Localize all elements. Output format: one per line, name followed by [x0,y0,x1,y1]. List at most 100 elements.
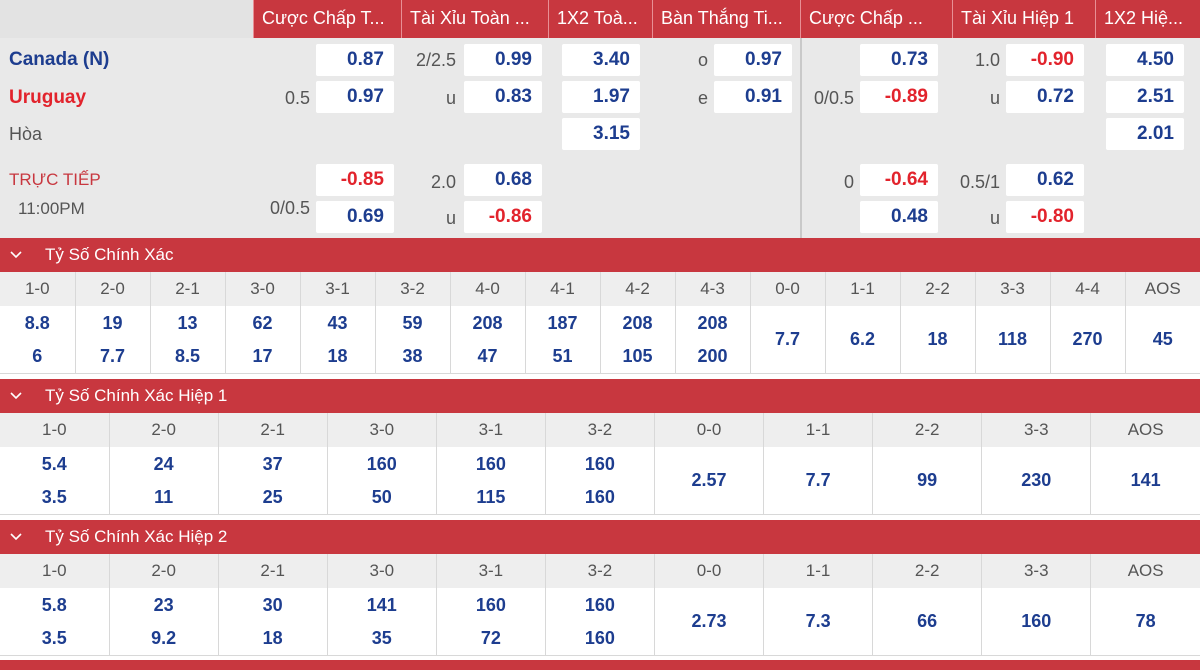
home-score-odd[interactable]: 160 [475,453,506,474]
home-score-odd[interactable]: 187 [547,312,578,333]
ou-over-odd[interactable]: 0.99 [464,44,542,76]
away-team[interactable]: Uruguay [9,87,87,108]
score-odds-cell[interactable]: 5.4 3.5 [0,447,110,515]
away-score-odd[interactable]: 3.5 [41,627,67,648]
home-score-odd[interactable]: 19 [102,312,123,333]
h1-ou-under-odd[interactable]: 0.72 [1006,81,1084,113]
col-hdp-full[interactable]: Cược Chấp T... [253,0,401,38]
away-score-odd[interactable]: 18 [327,345,348,366]
score-odds-cell[interactable]: 13 8.5 [150,306,226,374]
score-odds-cell[interactable]: 8.8 6 [0,306,76,374]
chevron-down-icon[interactable] [10,520,24,554]
col-1x2-full[interactable]: 1X2 Toà... [548,0,652,38]
home-score-odd[interactable]: 141 [366,594,397,615]
score-odds-cell[interactable]: 37 25 [218,447,328,515]
home-score-odd[interactable]: 30 [262,594,283,615]
away-score-odd[interactable]: 115 [476,486,506,507]
away-score-odd[interactable]: 35 [371,627,392,648]
home-score-odd[interactable]: 23 [153,594,174,615]
score-odds-cell[interactable]: 160 50 [327,447,437,515]
home-score-odd[interactable]: 62 [252,312,273,333]
home-score-odd[interactable]: 160 [584,594,615,615]
home-score-odd[interactable]: 160 [475,594,506,615]
away-score-odd[interactable]: 38 [402,345,423,366]
alt-hdp-away-odd[interactable]: 0.69 [316,201,394,233]
ou-under-odd[interactable]: 0.83 [464,81,542,113]
score-odds-cell[interactable]: 18 [900,306,976,374]
score-odds-cell[interactable]: 19 7.7 [75,306,151,374]
score-odds-cell[interactable]: 45 [1125,306,1200,374]
col-ou-full[interactable]: Tài Xỉu Toàn ... [401,0,548,38]
home-score-odd[interactable]: 8.8 [24,312,50,333]
score-odds-cell[interactable]: 160 [981,588,1092,656]
home-score-odd[interactable]: 5.8 [41,594,67,615]
score-odds-cell[interactable]: 66 [872,588,983,656]
score-odds-cell[interactable]: 99 [872,447,983,515]
h1-x12-away-odd[interactable]: 2.51 [1106,81,1184,113]
home-score-odd[interactable]: 45 [1152,329,1173,350]
home-score-odd[interactable]: 13 [177,312,198,333]
home-score-odd[interactable]: 24 [153,453,174,474]
away-score-odd[interactable]: 9.2 [151,627,177,648]
home-score-odd[interactable]: 59 [402,312,423,333]
col-hdp-h1[interactable]: Cược Chấp ... [800,0,952,38]
score-odds-cell[interactable]: 141 [1090,447,1200,515]
away-score-odd[interactable]: 25 [262,486,283,507]
away-score-odd[interactable]: 7.7 [99,345,126,366]
away-score-odd[interactable]: 3.5 [41,486,67,507]
away-score-odd[interactable]: 18 [262,627,283,648]
score-odds-cell[interactable]: 59 38 [375,306,451,374]
home-score-odd[interactable]: 118 [997,329,1028,350]
col-1x2-h1[interactable]: 1X2 Hiệ... [1095,0,1200,38]
x12-away-odd[interactable]: 1.97 [562,81,640,113]
home-score-odd[interactable]: 78 [1135,611,1156,632]
score-odds-cell[interactable]: 118 [975,306,1051,374]
h1-ou-over-odd[interactable]: -0.90 [1006,44,1084,76]
chevron-down-icon[interactable] [10,379,24,413]
score-odds-cell[interactable]: 2.73 [654,588,765,656]
home-score-odd[interactable]: 2.73 [691,611,727,632]
home-score-odd[interactable]: 230 [1021,470,1052,491]
col-odd-even[interactable]: Bàn Thắng Ti... [652,0,800,38]
hdp-away-odd[interactable]: 0.97 [316,81,394,113]
home-score-odd[interactable]: 5.4 [41,453,67,474]
home-score-odd[interactable]: 208 [472,312,503,333]
hdp-home-odd[interactable]: 0.87 [316,44,394,76]
score-odds-cell[interactable]: 43 18 [300,306,376,374]
score-odds-cell[interactable]: 208 105 [600,306,676,374]
away-score-odd[interactable]: 72 [480,627,501,648]
away-score-odd[interactable]: 105 [622,345,653,366]
score-odds-cell[interactable]: 208 200 [675,306,751,374]
oe-even-odd[interactable]: 0.91 [714,81,792,113]
score-odds-cell[interactable]: 160 115 [436,447,546,515]
score-odds-cell[interactable]: 30 18 [218,588,328,656]
score-odds-cell[interactable]: 141 35 [327,588,437,656]
home-score-odd[interactable]: 141 [1130,470,1161,491]
score-odds-cell[interactable]: 160 160 [545,588,655,656]
home-score-odd[interactable]: 18 [927,329,948,350]
away-score-odd[interactable]: 160 [584,486,615,507]
home-score-odd[interactable]: 37 [262,453,283,474]
section-correct-score[interactable]: Tỷ Số Chính Xác [0,238,1200,272]
score-odds-cell[interactable]: 23 9.2 [109,588,219,656]
h1-alt-hdp-away-odd[interactable]: 0.48 [860,201,938,233]
score-odds-cell[interactable]: 187 51 [525,306,601,374]
score-odds-cell[interactable]: 7.3 [763,588,874,656]
chevron-down-icon[interactable] [10,238,24,272]
away-score-odd[interactable]: 47 [477,345,498,366]
h1-alt-hdp-home-odd[interactable]: -0.64 [860,164,938,196]
away-score-odd[interactable]: 50 [371,486,392,507]
section-correct-score-h2[interactable]: Tỷ Số Chính Xác Hiệp 2 [0,520,1200,554]
score-odds-cell[interactable]: 7.7 [750,306,826,374]
home-score-odd[interactable]: 160 [366,453,397,474]
home-score-odd[interactable]: 7.7 [805,470,831,491]
x12-home-odd[interactable]: 3.40 [562,44,640,76]
h1-hdp-away-odd[interactable]: -0.89 [860,81,938,113]
h1-x12-home-odd[interactable]: 4.50 [1106,44,1184,76]
away-score-odd[interactable]: 6 [32,345,43,366]
score-odds-cell[interactable]: 5.8 3.5 [0,588,110,656]
home-score-odd[interactable]: 99 [917,470,938,491]
home-score-odd[interactable]: 160 [1021,611,1052,632]
home-score-odd[interactable]: 208 [622,312,653,333]
home-score-odd[interactable]: 6.2 [849,329,876,350]
